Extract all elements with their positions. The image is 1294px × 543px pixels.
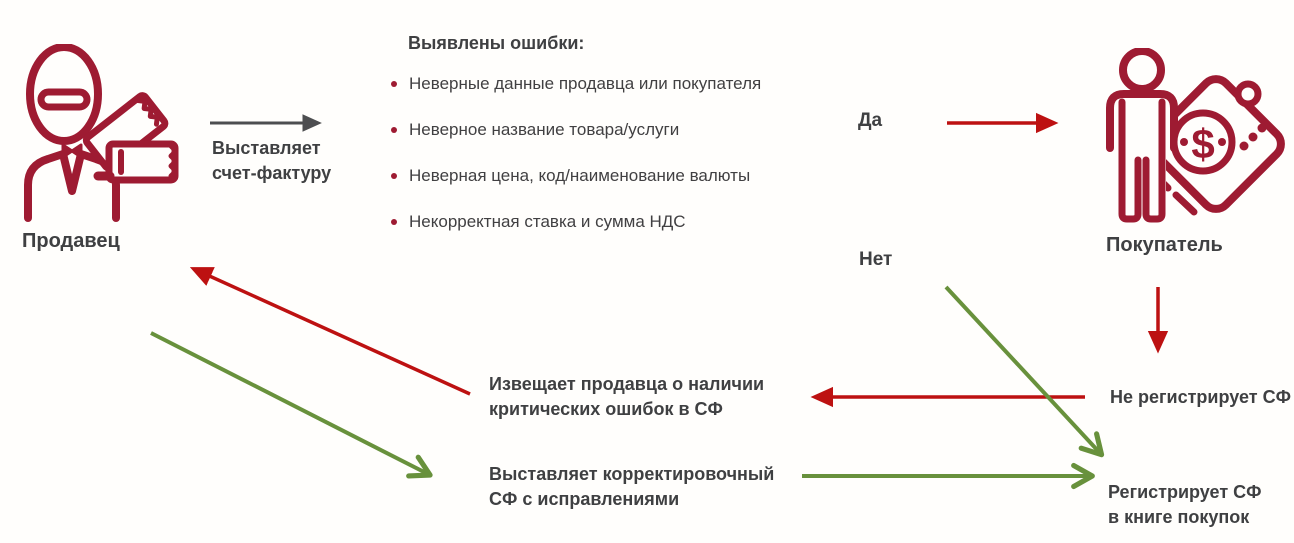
- error-item: Неверная цена, код/наименование валюты: [391, 166, 761, 186]
- corrective-line2: СФ с исправлениями: [489, 489, 680, 509]
- dollar-badge: $: [1170, 109, 1236, 175]
- seller-cap: [37, 88, 91, 111]
- bullet-dot-icon: [391, 219, 397, 225]
- buyer-label: Покупатель: [1106, 234, 1223, 256]
- bullet-dot-icon: [391, 173, 397, 179]
- seller-person-with-tickets-icon: [15, 44, 180, 222]
- issues-invoice-line2: счет-фактуру: [212, 163, 332, 183]
- decision-yes-label: Да: [858, 110, 883, 131]
- error-item-text: Некорректная ставка и сумма НДС: [409, 212, 686, 231]
- seller-tickets: [82, 92, 179, 184]
- seller-label: Продавец: [22, 230, 120, 252]
- not-register-label: Не регистрирует СФ: [1110, 387, 1291, 407]
- error-item-text: Неверное название товара/услуги: [409, 120, 680, 139]
- register-line1: Регистрирует СФ: [1108, 482, 1262, 502]
- dollar-sign-glyph: $: [1191, 121, 1214, 168]
- register-label: Регистрирует СФ в книге покупок: [1108, 480, 1262, 530]
- notify-line2: критических ошибок в СФ: [489, 399, 723, 419]
- error-item: Некорректная ставка и сумма НДС: [391, 212, 761, 232]
- seller-bowtie: [61, 143, 83, 159]
- error-item-text: Неверные данные продавца или покупателя: [409, 74, 762, 93]
- notify-seller-label: Извещает продавца о наличии критических …: [489, 372, 764, 422]
- buyer-person: [1106, 48, 1178, 223]
- error-item: Неверное название товара/услуги: [391, 120, 761, 140]
- decision-no-label: Нет: [859, 249, 893, 270]
- arrow-seller-corrective: [150, 331, 433, 479]
- bullet-dot-icon: [391, 81, 397, 87]
- errors-list: Неверные данные продавца или покупателя …: [391, 74, 761, 232]
- notify-line1: Извещает продавца о наличии: [489, 374, 765, 394]
- error-item-text: Неверная цена, код/наименование валюты: [409, 166, 751, 185]
- issues-invoice-line1: Выставляет: [212, 138, 321, 158]
- register-line2: в книге покупок: [1108, 507, 1250, 527]
- corrective-line1: Выставляет корректировочный: [489, 464, 775, 484]
- corrective-invoice-label: Выставляет корректировочный СФ с исправл…: [489, 462, 774, 512]
- errors-title: Выявлены ошибки:: [408, 33, 585, 53]
- seller-head: [26, 44, 102, 145]
- arrow-notify-to-seller: [189, 267, 471, 396]
- tag-hole: [1234, 80, 1262, 108]
- issues-invoice-label: Выставляет счет-фактуру: [212, 136, 331, 186]
- price-tag: [1147, 75, 1285, 216]
- error-item: Неверные данные продавца или покупателя: [391, 74, 761, 94]
- arrow-no-to-register: [944, 285, 1105, 458]
- bullet-dot-icon: [391, 127, 397, 133]
- buyer-person-with-price-tag-icon: $: [1098, 48, 1290, 230]
